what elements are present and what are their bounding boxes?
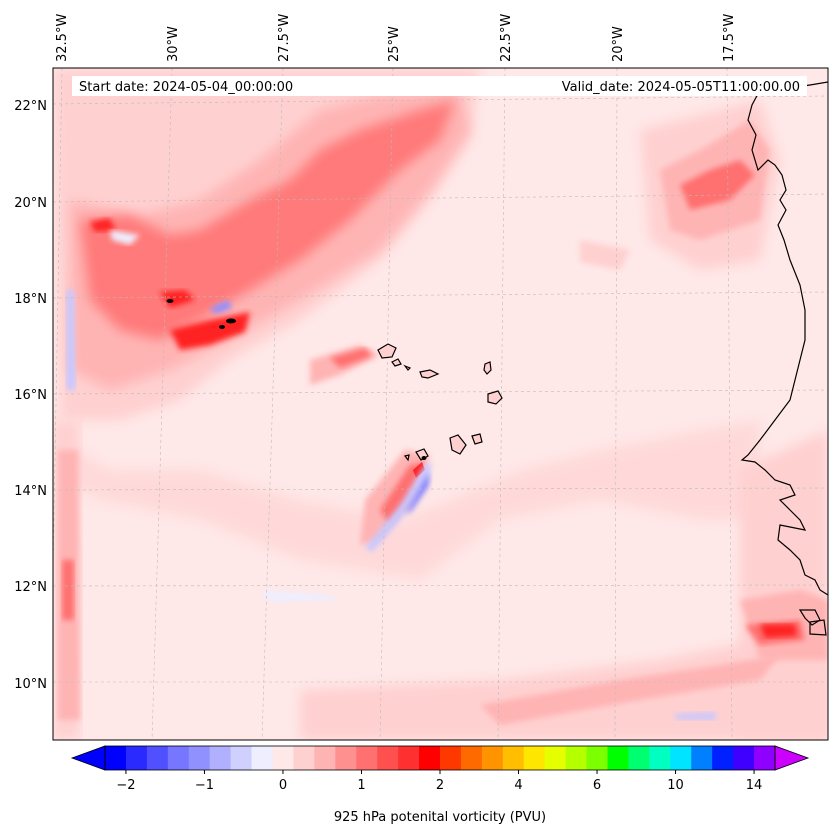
colorbar-cell [670, 746, 692, 770]
colorbar-cell [649, 746, 671, 770]
colorbar-cell [167, 746, 190, 770]
lon-tick: 30°W [166, 26, 181, 62]
graticule [53, 68, 828, 740]
colorbar-cell [105, 746, 127, 770]
colorbar-over-arrow [774, 745, 810, 771]
colorbar-cell [733, 746, 755, 770]
latitude-tick-labels: 22°N 20°N 18°N 16°N 14°N 12°N 10°N [14, 99, 47, 692]
colorbar-cell [460, 746, 483, 770]
colorbar-tick-label: 4 [514, 778, 522, 793]
map-frame [52, 67, 829, 741]
colorbar-tick-label: −2 [116, 778, 135, 793]
colorbar-cell [586, 746, 608, 770]
africa-coast [740, 89, 828, 596]
colorbar-tick-label: 14 [746, 778, 763, 793]
colorbar-title: 925 hPa potenital vorticity (PVU) [334, 810, 546, 825]
colorbar-cell [356, 746, 378, 770]
colorbar-tick-label: 6 [593, 778, 601, 793]
colorbar-cell [628, 746, 650, 770]
start-date-label: Start date: 2024-05-04_00:00:00 [79, 80, 293, 95]
valid-date-label: Valid_date: 2024-05-05T11:00:00.00 [562, 80, 800, 95]
date-banner [72, 76, 807, 96]
coast-islands-south [798, 609, 821, 626]
colorbar-ticks: −2 −1 0 1 2 4 6 10 14 [116, 770, 762, 793]
lon-tick: 20°W [611, 26, 626, 62]
colorbar-cell [230, 746, 253, 770]
colorbar-cell [440, 746, 462, 770]
map-panel [53, 68, 828, 740]
colorbar-cell [293, 746, 315, 770]
colorbar-cell [691, 746, 713, 770]
colorbar-cell [419, 746, 441, 770]
lon-tick: 25°W [387, 26, 402, 62]
island-santiago [449, 434, 467, 455]
colorbar-cell [188, 746, 211, 770]
colorbar-cell [335, 746, 357, 770]
colorbar-tick-label: 1 [357, 778, 365, 793]
colorbar-cell [565, 746, 588, 770]
pv-negative-regions [66, 230, 716, 720]
island-santo-antao [377, 343, 397, 359]
lat-tick: 18°N [14, 292, 47, 307]
lat-tick: 22°N [14, 99, 47, 114]
colorbar-cell [314, 746, 336, 770]
colorbar-cell [607, 746, 629, 770]
colorbar-cell [712, 746, 734, 770]
colorbar-cell [481, 746, 504, 770]
colorbar-cell [754, 746, 776, 770]
lon-tick: 22.5°W [499, 14, 514, 62]
colorbar-tick-label: 10 [667, 778, 684, 793]
colorbar-cell [544, 746, 567, 770]
colorbar-cell [398, 746, 420, 770]
colorbar-under-arrow [70, 745, 106, 771]
colorbar-cell [251, 746, 273, 770]
colorbar: −2 −1 0 1 2 4 6 10 14 925 hPa potenital vorticit… [70, 745, 810, 825]
colorbar-cell [502, 746, 525, 770]
colorbar-cell [523, 746, 546, 770]
lat-tick: 12°N [14, 580, 47, 595]
colorbar-cell [272, 746, 294, 770]
lon-tick: 32.5°W [55, 14, 70, 62]
colorbar-tick-label: 0 [279, 778, 287, 793]
colorbar-cell [377, 746, 399, 770]
lon-tick: 27.5°W [277, 14, 292, 62]
colorbar-cell [146, 746, 169, 770]
lat-tick: 10°N [14, 677, 47, 692]
cape-verde-islands [377, 343, 503, 462]
colorbar-tick-label: −1 [195, 778, 214, 793]
colorbar-cell [209, 746, 232, 770]
lat-tick: 14°N [14, 484, 47, 499]
pv-max-cores [166, 299, 427, 460]
colorbar-tick-label: 2 [436, 778, 444, 793]
lon-tick: 17.5°W [722, 14, 737, 62]
longitude-tick-labels: 32.5°W 30°W 27.5°W 25°W 22.5°W 20°W 17.5… [55, 14, 737, 62]
lat-tick: 20°N [14, 196, 47, 211]
colorbar-cell [125, 746, 148, 770]
colorbar-cells [105, 746, 776, 770]
lat-tick: 16°N [14, 388, 47, 403]
